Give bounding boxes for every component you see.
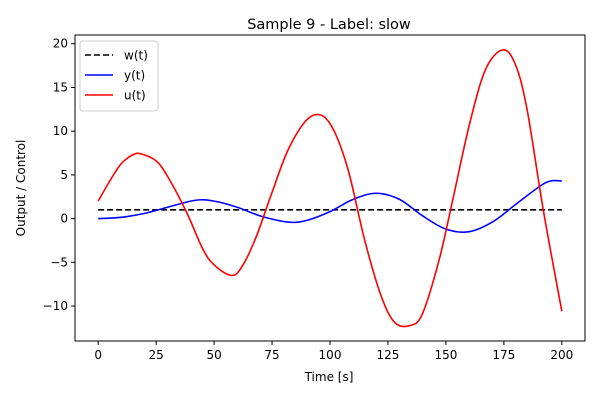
y-tick-label: −5 — [50, 255, 68, 269]
x-axis-label: Time [s] — [304, 370, 354, 384]
legend-label: y(t) — [124, 69, 145, 83]
x-tick-label: 125 — [377, 348, 400, 362]
x-tick-label: 0 — [94, 348, 102, 362]
y-axis-label: Output / Control — [14, 140, 28, 237]
chart-title: Sample 9 - Label: slow — [247, 17, 411, 33]
plot-lines — [97, 49, 563, 328]
y-tick-label: 0 — [60, 212, 68, 226]
legend-label: w(t) — [124, 49, 148, 63]
legend: w(t) y(t) u(t) — [79, 40, 159, 112]
y-axis: −10 −5 0 5 10 15 20 — [43, 37, 75, 313]
series-line-yt — [98, 179, 562, 233]
legend-box — [79, 40, 159, 112]
x-axis: 0 25 50 75 100 125 150 175 200 — [94, 341, 573, 362]
x-tick-label: 75 — [264, 348, 279, 362]
x-tick-label: 175 — [492, 348, 515, 362]
y-tick-label: 5 — [60, 168, 68, 182]
x-tick-label: 50 — [206, 348, 221, 362]
x-tick-label: 100 — [319, 348, 342, 362]
y-tick-label: −10 — [43, 299, 68, 313]
legend-label: u(t) — [124, 89, 146, 103]
y-tick-label: 20 — [53, 37, 68, 51]
x-tick-label: 150 — [434, 348, 457, 362]
x-tick-label: 200 — [550, 348, 573, 362]
x-tick-label: 25 — [148, 348, 163, 362]
y-tick-label: 10 — [53, 124, 68, 138]
series-line-ut — [97, 49, 563, 328]
y-tick-label: 15 — [53, 80, 68, 94]
